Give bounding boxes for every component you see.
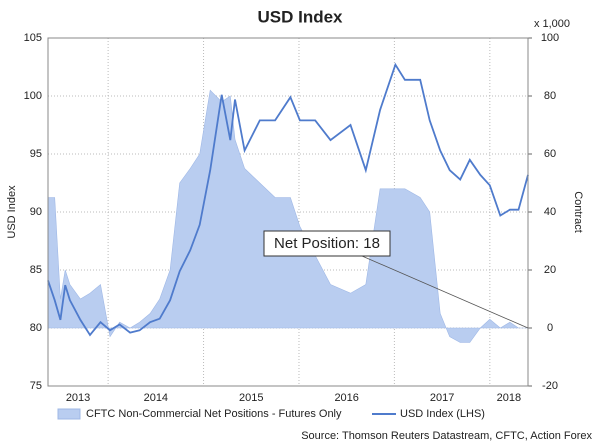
y2-tick-label: 0 [547,322,553,334]
y-tick-label: 90 [30,206,42,218]
y-tick-label: 105 [24,32,42,44]
x-tick-label: 2016 [334,392,358,404]
y-tick-label: 75 [30,380,42,392]
legend-label: USD Index (LHS) [400,408,485,420]
y2-axis-label: Contract [572,191,584,233]
chart-title: USD Index [257,7,343,26]
y2-tick-label: 80 [544,90,556,102]
x-tick-label: 2018 [497,392,521,404]
source: Source: Thomson Reuters Datastream, CFTC… [301,430,592,442]
y-axis-label: USD Index [6,185,18,239]
y2-tick-label: 20 [544,264,556,276]
annotation-leader [361,255,529,329]
legend-label: CFTC Non-Commercial Net Positions - Futu… [86,408,342,420]
y2-tick-label: 40 [544,206,556,218]
line [47,62,529,337]
y-tick-label: 95 [30,148,42,160]
y-tick-label: 80 [30,322,42,334]
y-tick-label: 85 [30,264,42,276]
y-tick-label: 100 [24,90,42,102]
y2-tick-label: -20 [542,380,558,392]
plot-frame [47,37,529,387]
x-tick-label: 2017 [430,392,454,404]
x-tick-label: 2015 [239,392,263,404]
annotation: Net Position: 18 [274,235,380,252]
y2-tick-label: 100 [541,32,559,44]
annotation-box [263,230,391,257]
x-tick-label: 2013 [66,392,90,404]
y2-unit: x 1,000 [534,18,570,30]
x-tick-label: 2014 [144,392,168,404]
y2-tick-label: 60 [544,148,556,160]
legend-swatch [57,408,81,420]
